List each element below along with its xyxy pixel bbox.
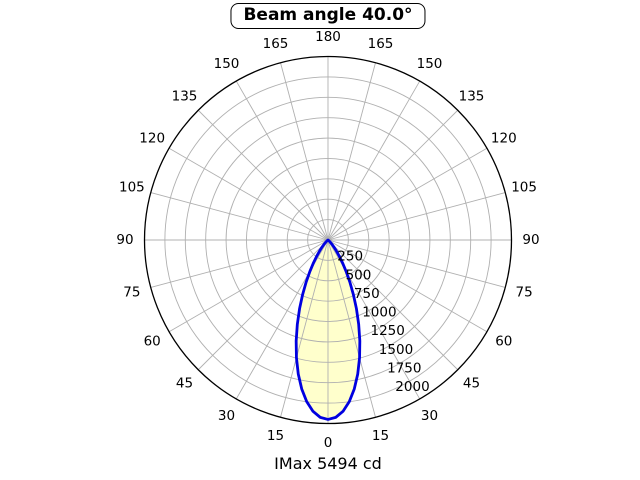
angle-tick-label: 90	[116, 232, 133, 248]
angle-tick-label: 180	[315, 29, 341, 45]
angle-gridline	[327, 192, 506, 241]
beam-lobe-outline	[294, 238, 362, 421]
angle-tick-label: 60	[144, 334, 161, 350]
angle-tick-label: 15	[372, 428, 389, 444]
angle-tick-label: 150	[214, 56, 240, 72]
angle-tick-label: 75	[123, 285, 140, 301]
angle-gridline	[168, 147, 329, 241]
angle-gridline	[327, 239, 459, 371]
angle-tick-label: 0	[324, 435, 333, 451]
angle-tick-label: 135	[172, 89, 198, 105]
angle-tick-label: 120	[491, 131, 517, 147]
angle-gridline	[197, 109, 329, 241]
angle-gridline	[327, 80, 421, 241]
angle-tick-label: 165	[368, 36, 394, 52]
angle-gridline	[235, 80, 329, 241]
angle-gridline	[327, 62, 376, 241]
angle-tick-label: 30	[218, 408, 235, 424]
angle-gridline	[327, 239, 488, 333]
title-badge: Beam angle 40.0°	[230, 3, 426, 29]
angle-gridline	[327, 239, 506, 288]
outer-circle	[143, 55, 513, 425]
angle-gridline	[150, 239, 329, 288]
angle-tick-label: 60	[495, 334, 512, 350]
angle-tick-label: 45	[463, 376, 480, 392]
angle-gridline	[168, 239, 329, 333]
angle-tick-label: 45	[176, 376, 193, 392]
radial-tick-label: 500	[346, 267, 372, 283]
radial-tick-label: 1500	[379, 342, 413, 358]
angle-tick-label: 120	[139, 131, 165, 147]
angle-tick-label: 105	[119, 180, 145, 196]
angle-tick-label: 105	[511, 180, 537, 196]
imax-footnote: IMax 5494 cd	[274, 454, 382, 473]
angle-tick-label: 15	[267, 428, 284, 444]
angle-tick-label: 75	[516, 285, 533, 301]
radial-tick-label: 2000	[395, 379, 429, 395]
radial-tick-label: 1250	[371, 323, 405, 339]
radial-tick-label: 1000	[362, 305, 396, 321]
angle-gridline	[327, 147, 488, 241]
angle-gridline	[197, 239, 329, 371]
angle-tick-label: 90	[522, 232, 539, 248]
angle-tick-label: 165	[263, 36, 289, 52]
radial-tick-label: 750	[354, 286, 380, 302]
angle-gridline	[280, 62, 329, 241]
angle-gridline	[280, 239, 329, 418]
radial-tick-label: 1750	[387, 360, 421, 376]
angle-gridline	[327, 109, 459, 241]
angle-tick-label: 135	[459, 89, 485, 105]
angle-tick-label: 150	[417, 56, 443, 72]
radial-tick-label: 250	[337, 249, 363, 265]
angle-gridline	[327, 239, 376, 418]
chart-title: Beam angle 40.0°	[243, 5, 413, 25]
angle-tick-label: 30	[421, 408, 438, 424]
angle-gridline	[150, 192, 329, 241]
